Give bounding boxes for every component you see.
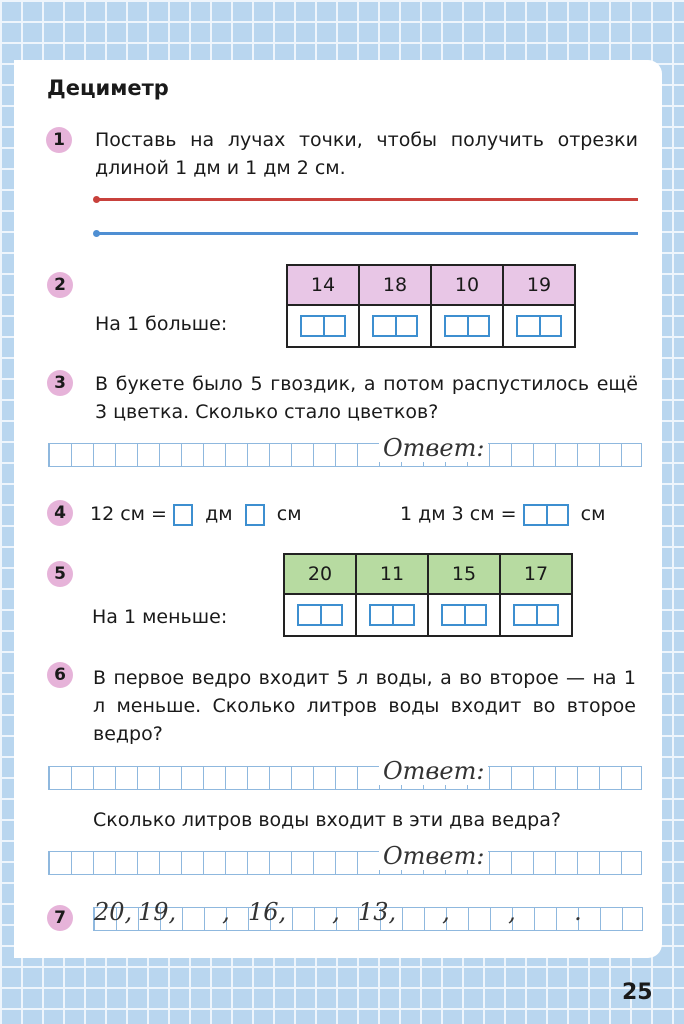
answer-input[interactable] — [297, 604, 343, 627]
task-4-right: 1 дм 3 см = см — [400, 500, 605, 528]
cm-input[interactable] — [522, 503, 569, 526]
sequence-item: 13, — [358, 898, 397, 926]
unit-cm: см — [276, 503, 302, 525]
task-4-left: 12 см = дм см — [90, 500, 302, 528]
answer-label: Ответ: — [379, 757, 489, 785]
task-number-5: 5 — [47, 561, 73, 587]
sequence-cells[interactable]: 20, 19, , 16, , 13, , , . — [93, 898, 643, 931]
sequence-item: 20, — [94, 898, 133, 926]
table-cell: 15 — [427, 553, 501, 595]
unit-cm: см — [580, 503, 606, 525]
table-cell: 17 — [499, 553, 573, 595]
sequence-item: . — [574, 898, 582, 926]
answer-input[interactable] — [441, 604, 487, 627]
table-cell: 11 — [355, 553, 429, 595]
answer-cells[interactable]: Ответ: — [48, 842, 642, 875]
answer-cells[interactable]: Ответ: — [48, 757, 642, 790]
answer-label: Ответ: — [379, 434, 489, 462]
task-number-4: 4 — [47, 500, 73, 526]
answer-input[interactable] — [516, 315, 562, 338]
task-1-text: Поставь на лучах точки, чтобы получить о… — [95, 129, 638, 179]
task-5-table: 20 11 15 17 — [283, 553, 573, 637]
cm-input[interactable] — [244, 503, 265, 526]
task-number-2: 2 — [47, 272, 73, 298]
dm-input[interactable] — [173, 503, 194, 526]
task-number-1: 1 — [46, 127, 72, 153]
task-2-table: 14 18 10 19 — [286, 264, 576, 348]
sequence-item: 19, — [138, 898, 177, 926]
table-cell: 18 — [358, 264, 432, 306]
task-number-3: 3 — [47, 370, 73, 396]
sequence-item: , — [222, 898, 230, 926]
page-title: Дециметр — [47, 76, 169, 100]
sequence-item — [402, 898, 424, 930]
blue-ray[interactable] — [93, 230, 638, 237]
table-cell: 14 — [286, 264, 360, 306]
answer-input[interactable] — [372, 315, 418, 338]
sequence-item: , — [442, 898, 450, 926]
sequence-item: 16, — [248, 898, 287, 926]
unit-dm: дм — [205, 503, 233, 525]
page-panel — [14, 60, 662, 958]
task-number-7: 7 — [47, 905, 73, 931]
sequence-item — [468, 898, 490, 930]
answer-input[interactable] — [369, 604, 415, 627]
table-cell: 19 — [502, 264, 576, 306]
task-3-text: В букете было 5 гвоздик, а потом распуст… — [95, 373, 638, 423]
table-cell: 10 — [430, 264, 504, 306]
expr-text: 1 дм 3 см = — [400, 503, 517, 525]
task-5-label: На 1 меньше: — [92, 606, 228, 628]
task-6-question-2: Сколько литров воды входит в эти два вед… — [93, 809, 561, 831]
task-6-text: В первое ведро входит 5 л воды, а во вто… — [93, 667, 636, 745]
table-cell: 20 — [283, 553, 357, 595]
task-number-6: 6 — [47, 662, 73, 688]
sequence-item — [534, 898, 556, 930]
task-2-label: На 1 больше: — [95, 313, 228, 335]
answer-label: Ответ: — [379, 842, 489, 870]
answer-input[interactable] — [513, 604, 559, 627]
answer-cells[interactable]: Ответ: — [48, 434, 642, 467]
sequence-item — [182, 898, 204, 930]
red-ray[interactable] — [93, 196, 638, 203]
sequence-item: , — [332, 898, 340, 926]
answer-input[interactable] — [444, 315, 490, 338]
answer-input[interactable] — [300, 315, 346, 338]
sequence-item: , — [508, 898, 516, 926]
expr-text: 12 см = — [90, 503, 167, 525]
page-number: 25 — [622, 980, 653, 1005]
sequence-item — [292, 898, 314, 930]
